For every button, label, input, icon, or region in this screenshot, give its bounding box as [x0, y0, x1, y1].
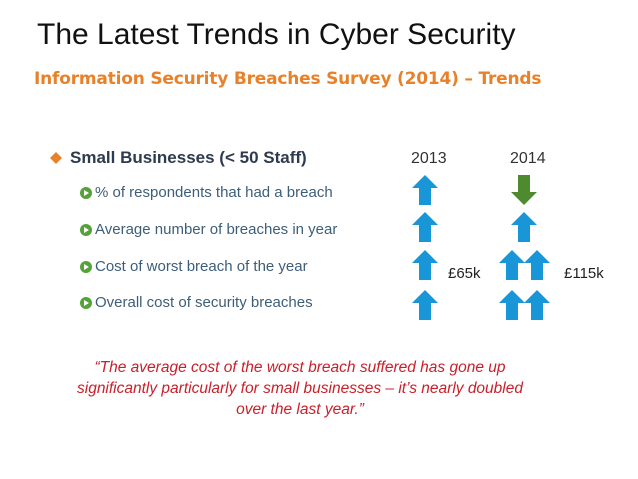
list-item: Average number of breaches in year — [80, 221, 337, 238]
orange-diamond-icon — [50, 152, 62, 164]
list-item: Cost of worst breach of the year — [80, 258, 308, 275]
slide-subtitle: Information Security Breaches Survey (20… — [34, 69, 542, 89]
green-circle-arrow-icon — [80, 260, 92, 273]
green-circle-arrow-icon — [80, 186, 92, 199]
list-item: Overall cost of security breaches — [80, 294, 313, 311]
list-item-label: % of respondents that had a breach — [95, 184, 333, 201]
blue-up-arrow-icon — [412, 250, 438, 280]
blue-up-arrow-icon — [499, 290, 525, 320]
section-heading-text: Small Businesses (< 50 Staff) — [70, 148, 307, 167]
blue-up-arrow-icon — [412, 290, 438, 320]
amount-2013: £65k — [448, 265, 481, 282]
list-item: % of respondents that had a breach — [80, 184, 333, 201]
green-down-arrow-icon — [511, 175, 537, 205]
green-circle-arrow-icon — [80, 223, 92, 236]
list-item-label: Overall cost of security breaches — [95, 294, 313, 311]
green-circle-arrow-icon — [80, 296, 92, 309]
blue-up-arrow-icon — [412, 212, 438, 242]
blue-up-arrow-icon — [412, 175, 438, 205]
blue-up-arrow-icon — [524, 290, 550, 320]
list-item-label: Cost of worst breach of the year — [95, 258, 308, 275]
year-label-2013: 2013 — [411, 150, 447, 167]
amount-2014: £115k — [564, 265, 604, 282]
slide-title: The Latest Trends in Cyber Security — [37, 18, 516, 51]
year-label-2014: 2014 — [510, 150, 546, 167]
section-heading: Small Businesses (< 50 Staff) — [50, 148, 307, 168]
list-item-label: Average number of breaches in year — [95, 221, 338, 238]
quote-text: “The average cost of the worst breach su… — [77, 359, 523, 418]
blue-up-arrow-icon — [511, 212, 537, 242]
blue-up-arrow-icon — [524, 250, 550, 280]
blue-up-arrow-icon — [499, 250, 525, 280]
